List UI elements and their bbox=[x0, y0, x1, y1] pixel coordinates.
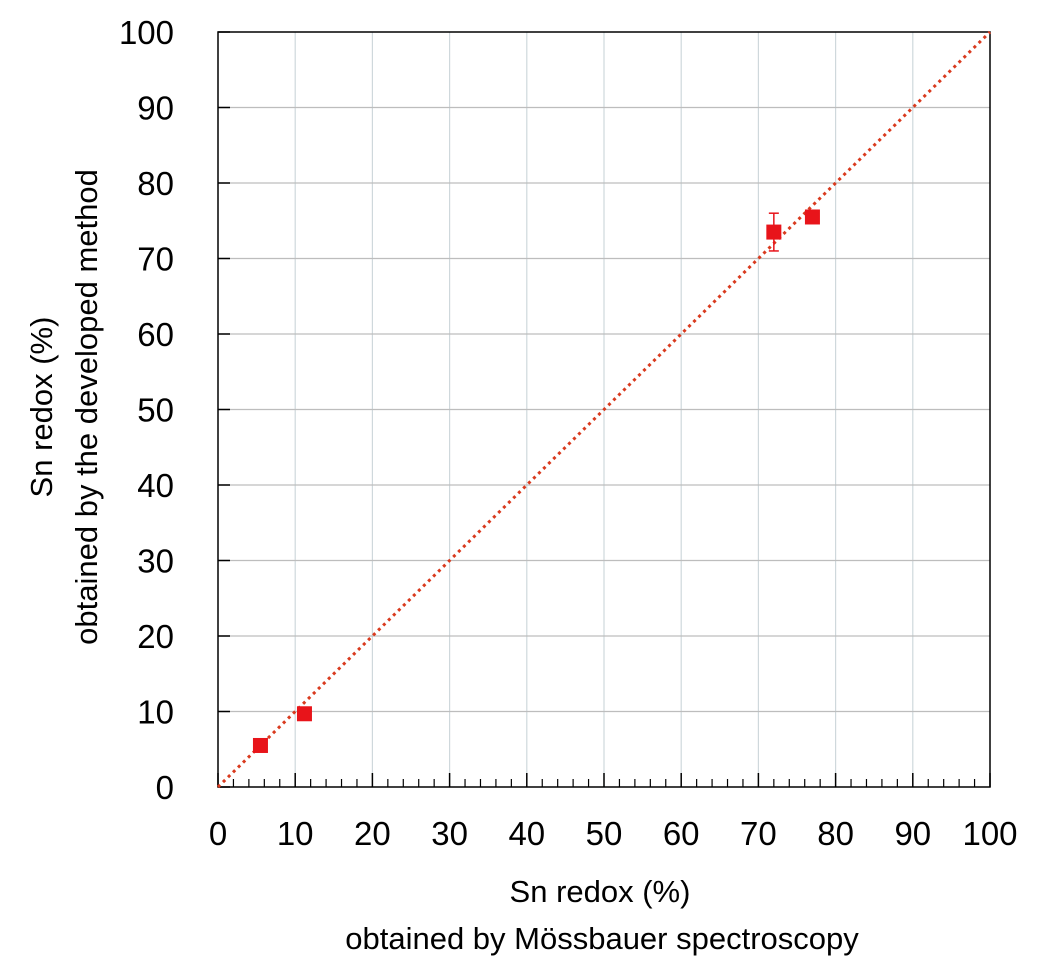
y-tick-label: 10 bbox=[137, 694, 174, 731]
y-tick-label: 60 bbox=[137, 316, 174, 353]
x-tick-label: 60 bbox=[663, 815, 700, 852]
x-tick-label: 80 bbox=[817, 815, 854, 852]
y-tick-label: 30 bbox=[137, 543, 174, 580]
y-tick-label: 20 bbox=[137, 618, 174, 655]
y-tick-label: 50 bbox=[137, 392, 174, 429]
y-axis-title-line-1: Sn redox (%) bbox=[24, 317, 59, 498]
data-point-marker bbox=[296, 706, 312, 722]
data-point-marker bbox=[766, 224, 782, 240]
y-tick-label: 80 bbox=[137, 165, 174, 202]
x-tick-label: 30 bbox=[431, 815, 468, 852]
y-tick-label: 90 bbox=[137, 90, 174, 127]
x-tick-label: 40 bbox=[508, 815, 545, 852]
data-point-marker bbox=[804, 209, 820, 225]
x-tick-label: 90 bbox=[894, 815, 931, 852]
data-points bbox=[252, 209, 820, 753]
x-axis-title-line-2: obtained by Mössbauer spectroscopy bbox=[345, 921, 859, 956]
reference-line-group bbox=[216, 30, 992, 789]
x-tick-label: 70 bbox=[740, 815, 777, 852]
data-point-marker bbox=[252, 737, 268, 753]
axis-ticks bbox=[217, 31, 991, 788]
x-tick-label: 20 bbox=[354, 815, 391, 852]
x-tick-label: 10 bbox=[277, 815, 314, 852]
reference-line bbox=[216, 30, 992, 789]
y-tick-label: 70 bbox=[137, 241, 174, 278]
y-tick-label: 40 bbox=[137, 467, 174, 504]
x-tick-label: 100 bbox=[962, 815, 1017, 852]
y-tick-label: 0 bbox=[156, 769, 174, 806]
x-tick-label: 50 bbox=[586, 815, 623, 852]
x-tick-label: 0 bbox=[209, 815, 227, 852]
x-axis-title-line-1: Sn redox (%) bbox=[510, 874, 691, 909]
x-tick-labels: 0 10 20 30 40 50 60 70 80 90 100 bbox=[209, 815, 1018, 852]
y-axis-title-line-2: obtained by the developed method bbox=[69, 169, 104, 645]
y-tick-label: 100 bbox=[119, 14, 174, 51]
y-tick-labels: 0 10 20 30 40 50 60 70 80 90 100 bbox=[119, 14, 174, 806]
